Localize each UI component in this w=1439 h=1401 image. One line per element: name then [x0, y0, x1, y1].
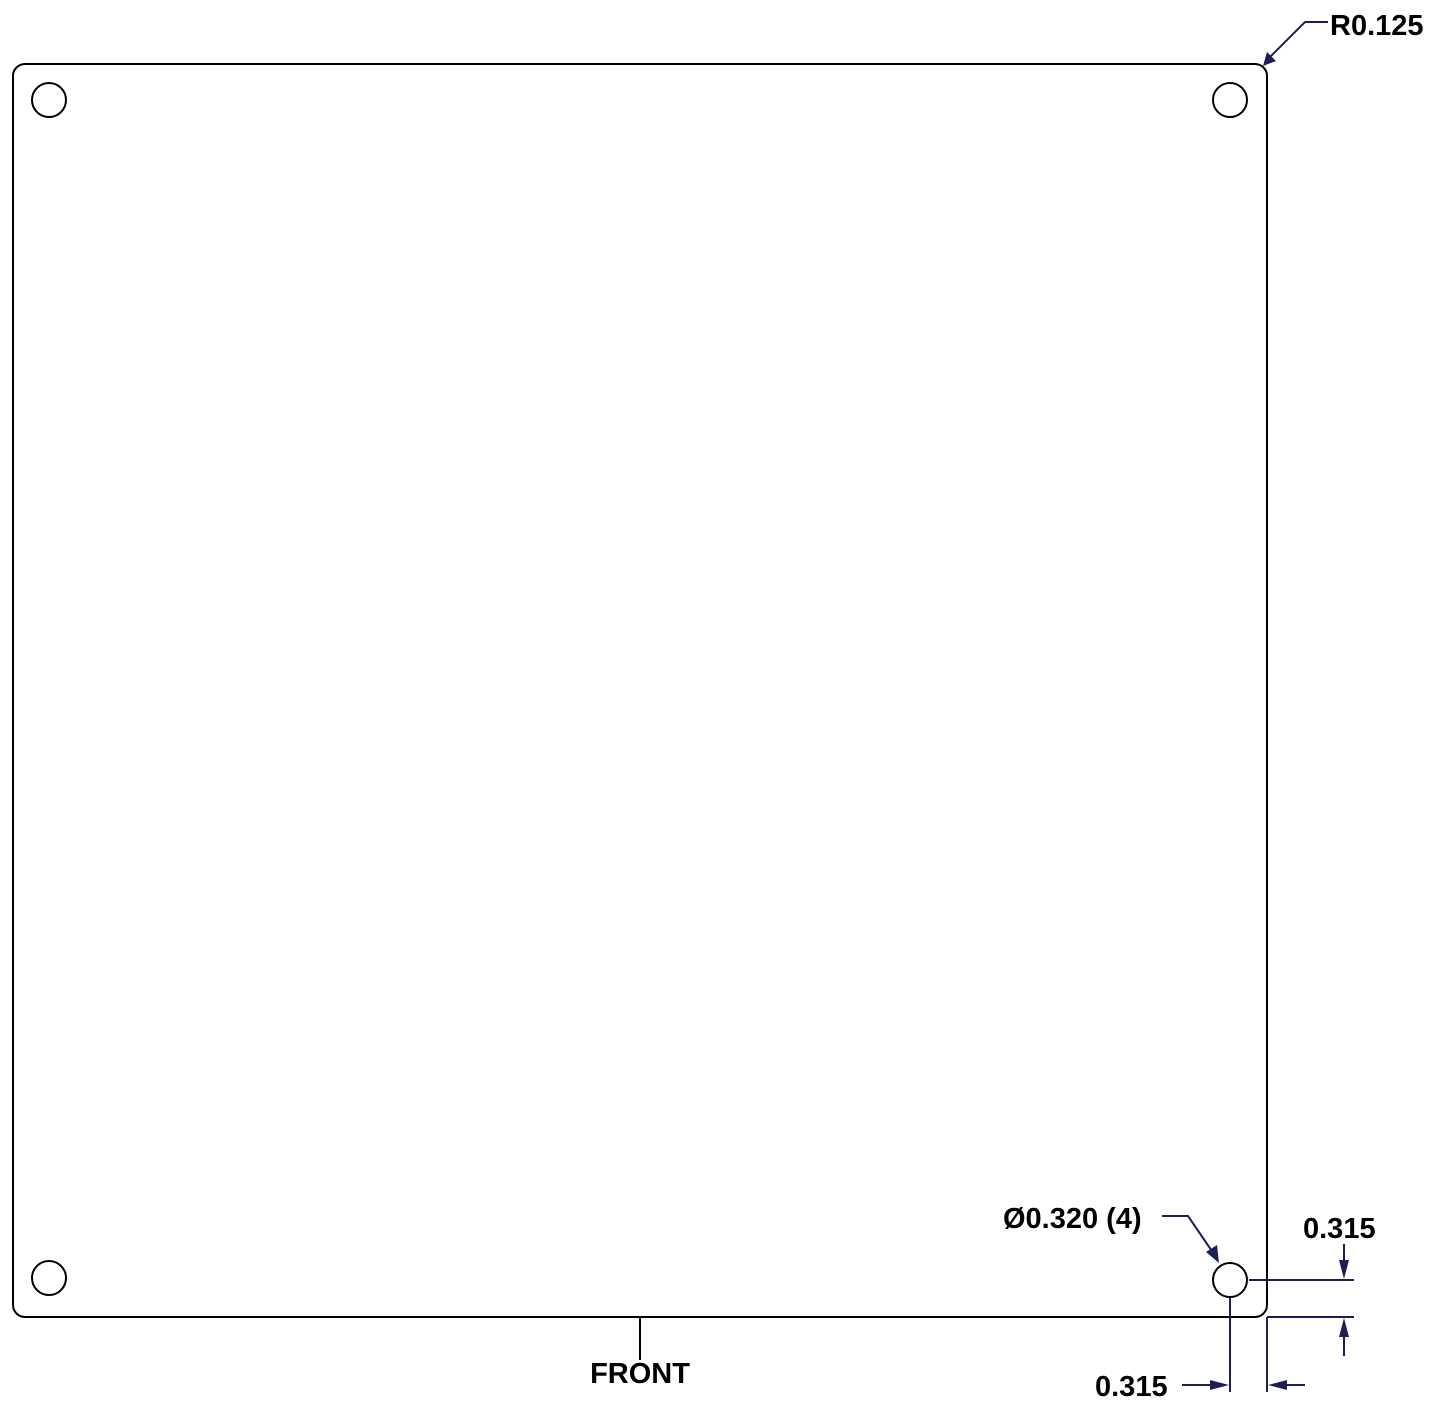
mounting-hole-bottom-left — [31, 1260, 67, 1296]
panel-outline — [12, 63, 1268, 1318]
hole-diameter-callout: Ø0.320 (4) — [1003, 1203, 1142, 1235]
horizontal-offset-value: 0.315 — [1095, 1371, 1168, 1401]
corner-radius-callout: R0.125 — [1330, 10, 1424, 42]
hole-callout-leader — [1162, 1215, 1219, 1263]
horizontal-offset-dimension — [1182, 1298, 1305, 1392]
vertical-offset-dimension — [1249, 1244, 1354, 1356]
corner-radius-leader — [1263, 21, 1328, 66]
mounting-hole-top-left — [31, 82, 67, 118]
mounting-hole-bottom-right — [1212, 1262, 1248, 1298]
mounting-hole-top-right — [1212, 82, 1248, 118]
front-label: FRONT — [590, 1358, 690, 1390]
vertical-offset-value: 0.315 — [1303, 1213, 1376, 1245]
